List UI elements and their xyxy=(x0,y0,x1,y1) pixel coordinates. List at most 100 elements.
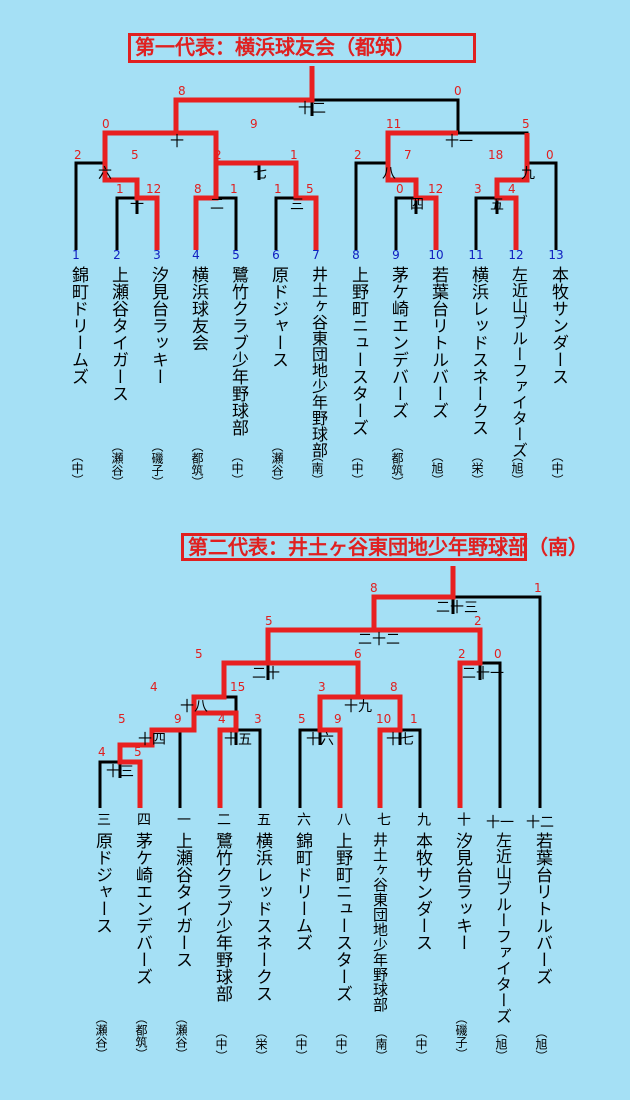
b1-team-name: 上野町ニュースターズ xyxy=(348,266,368,436)
b1-team-region: （南） xyxy=(310,450,324,486)
svg-text:三: 三 xyxy=(290,197,304,213)
svg-text:1: 1 xyxy=(72,248,80,262)
b1-team-region: （中） xyxy=(350,450,364,486)
svg-text:4: 4 xyxy=(192,248,200,262)
svg-text:十八: 十八 xyxy=(180,699,208,715)
svg-text:12: 12 xyxy=(508,248,523,262)
b2-team-name: 上野町ニュースターズ xyxy=(332,832,352,1002)
svg-text:五: 五 xyxy=(490,197,504,213)
b1-team-name: 若葉台リトルバーズ xyxy=(428,266,448,419)
b1-team-region: （都筑） xyxy=(190,440,204,488)
svg-text:1: 1 xyxy=(290,148,298,162)
b2-slot-label: 八 xyxy=(335,812,351,826)
b2-team-name: 井土ヶ谷東団地少年野球部 xyxy=(371,832,389,1012)
svg-text:十: 十 xyxy=(170,134,184,150)
b2-team-region: （旭） xyxy=(494,1026,508,1062)
b2-team-name: 錦町ドリームズ xyxy=(292,832,312,951)
b2-team-region: （中） xyxy=(294,1026,308,1062)
svg-text:二十三: 二十三 xyxy=(436,600,478,616)
svg-text:5: 5 xyxy=(131,148,139,162)
svg-text:十六: 十六 xyxy=(306,732,334,748)
svg-text:0: 0 xyxy=(494,647,502,661)
svg-text:0: 0 xyxy=(454,84,462,98)
svg-text:十四: 十四 xyxy=(138,732,166,748)
b2-team-region: （都筑） xyxy=(134,1012,148,1060)
svg-text:4: 4 xyxy=(150,680,158,694)
svg-text:11: 11 xyxy=(386,117,401,131)
b2-team-name: 汐見台ラッキー xyxy=(452,832,472,951)
svg-text:5: 5 xyxy=(522,117,530,131)
svg-text:5: 5 xyxy=(195,647,203,661)
b1-team-name: 左近山ブルーファイターズ xyxy=(509,266,528,458)
bracket2-title: 第二代表：井土ヶ谷東団地少年野球部（南） xyxy=(181,533,588,561)
svg-text:十一: 十一 xyxy=(445,134,473,150)
b2-team-name: 本牧サンダース xyxy=(412,832,432,951)
b1-team-region: （磯子） xyxy=(150,440,164,488)
svg-text:5: 5 xyxy=(298,712,306,726)
b1-team-name: 本牧サンダース xyxy=(548,266,568,385)
svg-text:4: 4 xyxy=(98,745,106,759)
svg-text:2: 2 xyxy=(458,647,466,661)
svg-text:13: 13 xyxy=(548,248,563,262)
b2-slot-label: 十二 xyxy=(526,815,554,831)
b1-team-name: 上瀬谷タイガース xyxy=(108,266,128,402)
svg-text:9: 9 xyxy=(334,712,342,726)
svg-text:8: 8 xyxy=(178,84,186,98)
svg-text:十五: 十五 xyxy=(224,732,252,748)
svg-text:8: 8 xyxy=(390,680,398,694)
b2-team-region: （中） xyxy=(334,1026,348,1062)
svg-text:0: 0 xyxy=(546,148,554,162)
svg-text:8: 8 xyxy=(352,248,360,262)
b2-slot-label: 九 xyxy=(415,812,431,826)
svg-text:4: 4 xyxy=(508,182,516,196)
svg-text:1: 1 xyxy=(410,712,418,726)
svg-text:12: 12 xyxy=(146,182,161,196)
svg-text:3: 3 xyxy=(153,248,161,262)
b2-team-region: （栄） xyxy=(254,1026,268,1062)
b2-team-name: 原ドジャース xyxy=(92,832,112,934)
svg-text:十七: 十七 xyxy=(386,732,414,748)
svg-text:9: 9 xyxy=(174,712,182,726)
b2-slot-label: 十 xyxy=(455,812,471,826)
svg-text:9: 9 xyxy=(392,248,400,262)
svg-text:5: 5 xyxy=(306,182,314,196)
svg-text:7: 7 xyxy=(404,148,412,162)
svg-text:2: 2 xyxy=(214,148,222,162)
b1-team-region: （瀬谷） xyxy=(110,440,124,488)
svg-text:0: 0 xyxy=(396,182,404,196)
bracket1-title: 第一代表：横浜球友会（都筑） xyxy=(128,33,476,63)
svg-text:二十: 二十 xyxy=(252,666,280,682)
b1-team-region: （旭） xyxy=(510,450,524,486)
svg-text:七: 七 xyxy=(253,166,267,182)
b1-team-region: （旭） xyxy=(430,450,444,486)
b2-team-region: （中） xyxy=(414,1026,428,1062)
svg-text:5: 5 xyxy=(265,614,273,628)
svg-text:15: 15 xyxy=(230,680,245,694)
svg-text:18: 18 xyxy=(488,148,503,162)
b1-team-region: （中） xyxy=(550,450,564,486)
b1-team-region: （都筑） xyxy=(390,440,404,488)
svg-text:4: 4 xyxy=(218,712,226,726)
b1-team-name: 汐見台ラッキー xyxy=(148,266,168,385)
b2-slot-label: 六 xyxy=(295,812,311,826)
svg-text:1: 1 xyxy=(534,581,542,595)
b2-team-region: （中） xyxy=(214,1026,228,1062)
svg-text:10: 10 xyxy=(376,712,391,726)
b2-slot-label: 十一 xyxy=(486,815,514,831)
b1-team-name: 井土ヶ谷東団地少年野球部 xyxy=(309,266,328,458)
b2-slot-label: 七 xyxy=(375,812,391,826)
b2-team-region: （旭） xyxy=(534,1026,548,1062)
b2-team-region: （磯子） xyxy=(454,1012,468,1060)
svg-text:1: 1 xyxy=(274,182,282,196)
svg-text:四: 四 xyxy=(410,197,424,213)
svg-text:7: 7 xyxy=(312,248,320,262)
svg-text:八: 八 xyxy=(382,166,396,182)
b1-team-region: （瀬谷） xyxy=(270,440,284,488)
b2-team-region: （南） xyxy=(374,1026,388,1062)
b2-slot-label: 五 xyxy=(255,812,271,826)
svg-text:5: 5 xyxy=(232,248,240,262)
b2-team-name: 上瀬谷タイガース xyxy=(172,832,192,968)
svg-text:九: 九 xyxy=(521,166,535,182)
svg-text:6: 6 xyxy=(272,248,280,262)
